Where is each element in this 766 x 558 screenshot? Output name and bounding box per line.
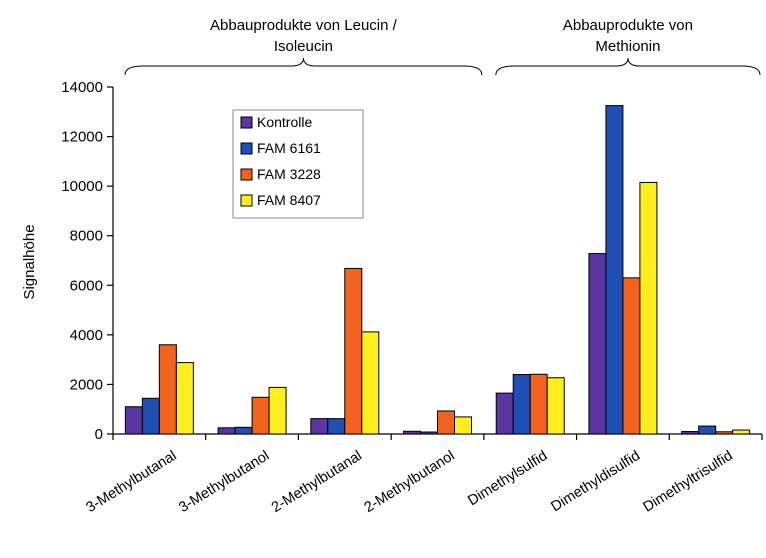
legend-label: FAM 8407 <box>257 192 321 208</box>
legend-box <box>232 109 364 219</box>
legend-swatch <box>240 116 253 129</box>
y-tick-labels: 0 2000 4000 6000 8000 10000 12000 14000 <box>61 79 103 443</box>
legend-swatch <box>240 142 253 155</box>
group-labels: Abbauprodukte von Leucin / Isoleucin Abbau… <box>210 17 693 55</box>
category-label: 2-Methylbutanal <box>269 448 365 516</box>
bar <box>251 396 270 435</box>
group-brace <box>124 57 483 76</box>
bar <box>512 374 531 435</box>
bar <box>454 416 472 435</box>
y-tick-label: 6000 <box>70 277 103 294</box>
legend-label: FAM 3228 <box>257 166 321 182</box>
y-axis-label: Signalhöhe <box>21 224 38 299</box>
bar <box>234 426 253 435</box>
bar <box>622 277 641 435</box>
bar <box>732 429 751 435</box>
y-tick-label: 4000 <box>70 327 103 344</box>
bar <box>529 373 548 435</box>
group-brace <box>495 57 761 76</box>
bar <box>403 430 421 435</box>
bar <box>681 431 700 435</box>
bar <box>495 392 514 435</box>
group-label: Methionin <box>595 38 660 55</box>
bar <box>588 253 607 435</box>
category-label: 3-Methylbutanal <box>84 448 180 516</box>
axes <box>107 86 763 440</box>
bar <box>344 267 363 435</box>
group-label: Isoleucin <box>274 38 333 55</box>
bar <box>327 418 346 435</box>
legend: Kontrolle FAM 6161 FAM 3228 FAM 8407 <box>232 109 364 219</box>
category-label: 2-Methylbutanol <box>362 448 458 516</box>
bar <box>268 386 287 435</box>
y-tick-label: 2000 <box>70 376 103 393</box>
bar <box>361 331 380 435</box>
category-label: Dimethyldisulfid <box>548 448 643 515</box>
legend-swatch <box>240 168 253 181</box>
category-label: Dimethylsulfid <box>465 448 550 509</box>
bar <box>141 397 160 435</box>
bar <box>175 362 194 435</box>
bar <box>158 344 177 435</box>
bars <box>124 105 751 435</box>
group-braces <box>124 57 761 76</box>
category-label: Dimethyltrisulfid <box>640 448 735 516</box>
y-tick-label: 12000 <box>61 129 103 146</box>
bar <box>698 425 717 435</box>
bar <box>546 377 565 435</box>
legend-label: Kontrolle <box>257 114 312 130</box>
y-tick-label: 14000 <box>61 79 103 96</box>
legend-label: FAM 6161 <box>257 140 321 156</box>
bar <box>217 427 236 435</box>
category-labels: 3-Methylbutanal3-Methylbutanol2-Methylbu… <box>84 448 736 516</box>
y-tick-label: 8000 <box>70 228 103 245</box>
group-label: Abbauprodukte von Leucin / <box>210 17 398 34</box>
bar <box>420 431 438 435</box>
bar <box>310 418 329 435</box>
bar <box>605 105 624 435</box>
legend-swatch <box>240 194 253 207</box>
category-label: 3-Methylbutanol <box>176 448 272 516</box>
bar <box>437 410 455 435</box>
group-label: Abbauprodukte von <box>563 17 693 34</box>
y-tick-label: 0 <box>95 426 103 443</box>
bar <box>639 181 658 435</box>
bar <box>124 406 143 435</box>
y-tick-label: 10000 <box>61 178 103 195</box>
bar <box>715 431 734 435</box>
